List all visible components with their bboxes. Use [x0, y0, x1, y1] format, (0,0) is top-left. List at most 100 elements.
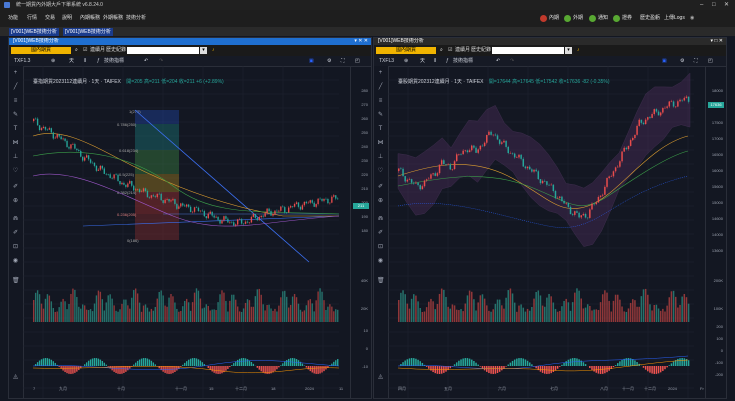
ruler-icon[interactable]: ✐ — [377, 184, 384, 190]
heart-icon[interactable]: ♡ — [12, 168, 19, 174]
zoom-in-icon[interactable]: ⊕ — [12, 198, 19, 204]
panel-window-controls[interactable]: ▾ ✕ ✕ — [354, 38, 368, 44]
status-domestic[interactable]: 內期 — [549, 15, 560, 21]
undo-icon[interactable]: ↶ — [496, 58, 501, 64]
bell-icon[interactable]: ♪ — [212, 47, 215, 53]
search-icon[interactable]: ⌕ — [440, 47, 443, 53]
pattern-icon[interactable]: ⋈ — [12, 140, 19, 146]
toolbar-symbol[interactable]: TXFL3 — [379, 58, 395, 64]
ruler-icon[interactable]: ✐ — [12, 184, 19, 190]
lock-icon[interactable]: ⊡ — [377, 244, 384, 250]
eye-icon[interactable]: ◉ — [377, 258, 384, 264]
maximize-button[interactable]: □ — [712, 2, 716, 8]
crosshair-icon[interactable]: + — [378, 70, 383, 76]
save-layout-icon[interactable]: ▣ — [662, 58, 667, 64]
fib-icon[interactable]: ≡ — [13, 98, 18, 104]
text-icon[interactable]: T — [378, 126, 383, 132]
price-chart-svg[interactable]: 1(270) 0.786(250) 0.618(234) 0.5(225) 0.… — [23, 66, 353, 399]
save-layout-icon[interactable]: ▣ — [309, 58, 314, 64]
lock-drawing-icon[interactable]: ✐ — [12, 230, 19, 236]
lock-drawing-icon[interactable]: ✐ — [377, 230, 384, 236]
redo-icon[interactable]: ↷ — [510, 58, 515, 64]
interval-button[interactable]: 天 — [420, 58, 426, 64]
symbol-select[interactable]: 國內期貨 — [11, 47, 71, 54]
tab-web-analysis-1[interactable]: [V001]WEB技術分析 — [9, 28, 59, 36]
price-chart-svg[interactable] — [388, 66, 706, 399]
toolbar-symbol[interactable]: TXF1.3 — [14, 58, 31, 64]
trendline-drawn[interactable] — [134, 109, 310, 263]
history-input[interactable] — [492, 47, 564, 54]
candle-body — [66, 140, 68, 148]
indicators-icon[interactable]: ƒ — [97, 58, 100, 64]
prediction-icon[interactable]: ⊥ — [377, 154, 384, 160]
prediction-icon[interactable]: ⊥ — [12, 154, 19, 160]
close-button[interactable]: ✕ — [724, 2, 730, 8]
crosshair-icon[interactable]: + — [13, 70, 18, 76]
fullscreen-icon[interactable]: ⛶ — [341, 58, 345, 64]
macd-bar — [438, 366, 441, 374]
status-securities[interactable]: 證券 — [622, 15, 633, 21]
camera-icon[interactable]: ◰ — [708, 58, 713, 64]
status-notify[interactable]: 通知 — [598, 15, 609, 21]
macd-bar — [315, 366, 317, 374]
indicators-icon[interactable]: ƒ — [446, 58, 449, 64]
trendline-icon[interactable]: ╱ — [13, 84, 18, 90]
history-input[interactable] — [127, 47, 199, 54]
interval-button[interactable]: 天 — [69, 58, 75, 64]
trash-icon[interactable]: 🗑 — [12, 278, 20, 284]
status-foreign[interactable]: 外期 — [573, 15, 584, 21]
menu-quote[interactable]: 行情 — [27, 15, 38, 21]
redo-icon[interactable]: ↷ — [159, 58, 164, 64]
macd-bar — [440, 366, 443, 374]
volume-bar — [231, 294, 233, 322]
continuous-checkbox[interactable]: ☑ — [448, 47, 453, 53]
macd-bar — [187, 359, 190, 366]
eye-icon[interactable]: ◉ — [12, 258, 19, 264]
text-icon[interactable]: T — [13, 126, 18, 132]
macd-bar — [105, 364, 107, 366]
settings-gear-icon[interactable]: ⚙ — [327, 58, 332, 64]
minimize-button[interactable]: – — [700, 2, 704, 8]
trendline-icon[interactable]: ╱ — [378, 84, 383, 90]
search-icon[interactable]: ⌕ — [75, 47, 78, 53]
settings-gear-icon[interactable]: ⚙ — [680, 58, 685, 64]
menu-trade[interactable]: 交易 — [45, 15, 56, 21]
indicators-button[interactable]: 技術指標 — [104, 58, 125, 64]
history-dropdown-chevron-icon[interactable]: ▾ — [565, 47, 572, 54]
user-icon[interactable]: ◉ — [690, 15, 695, 21]
history-dropdown-chevron-icon[interactable]: ▾ — [200, 47, 207, 54]
undo-icon[interactable]: ↶ — [144, 58, 149, 64]
brush-icon[interactable]: ✎ — [377, 112, 384, 118]
candle-body — [533, 169, 535, 172]
chart-style-icon[interactable]: ⫴ — [84, 58, 87, 64]
symbol-select[interactable]: 國內期貨 — [376, 47, 436, 54]
magnet-icon[interactable]: ⋒ — [12, 216, 19, 222]
fullscreen-icon[interactable]: ⛶ — [694, 58, 698, 64]
heart-icon[interactable]: ♡ — [377, 168, 384, 174]
bell-icon[interactable]: ♪ — [577, 47, 580, 53]
menu-foreign-account[interactable]: 外期帳務 — [103, 15, 124, 21]
fib-icon[interactable]: ≡ — [378, 98, 383, 104]
pattern-icon[interactable]: ⋈ — [377, 140, 384, 146]
menu-help[interactable]: 說明 — [62, 15, 73, 21]
menu-technical-analysis[interactable]: 技術分析 — [126, 15, 147, 21]
camera-icon[interactable]: ◰ — [355, 58, 360, 64]
indicators-button[interactable]: 技術指標 — [453, 58, 474, 64]
chart-style-icon[interactable]: ⫴ — [434, 58, 437, 64]
add-symbol-icon[interactable]: ⊕ — [51, 58, 56, 64]
brush-icon[interactable]: ✎ — [12, 112, 19, 118]
add-symbol-icon[interactable]: ⊕ — [404, 58, 409, 64]
zoom-in-icon[interactable]: ⊕ — [377, 198, 384, 204]
macd-histogram — [400, 358, 690, 374]
lock-icon[interactable]: ⊡ — [12, 244, 19, 250]
panel-window-controls[interactable]: ▾ □ ✕ — [710, 38, 724, 44]
history-pnl-link[interactable]: 歷史盈虧 — [640, 15, 661, 21]
magnet-icon[interactable]: ⋒ — [377, 216, 384, 222]
menu-domestic-account[interactable]: 內期帳務 — [80, 15, 101, 21]
tab-web-analysis-2[interactable]: [V001]WEB技術分析 — [63, 28, 113, 36]
continuous-checkbox[interactable]: ☑ — [83, 47, 88, 53]
menu-function[interactable]: 功能 — [8, 15, 19, 21]
trash-icon[interactable]: 🗑 — [377, 278, 385, 284]
horizontal-line[interactable] — [82, 215, 340, 227]
upload-logs-link[interactable]: 上傳Logs — [664, 15, 685, 21]
